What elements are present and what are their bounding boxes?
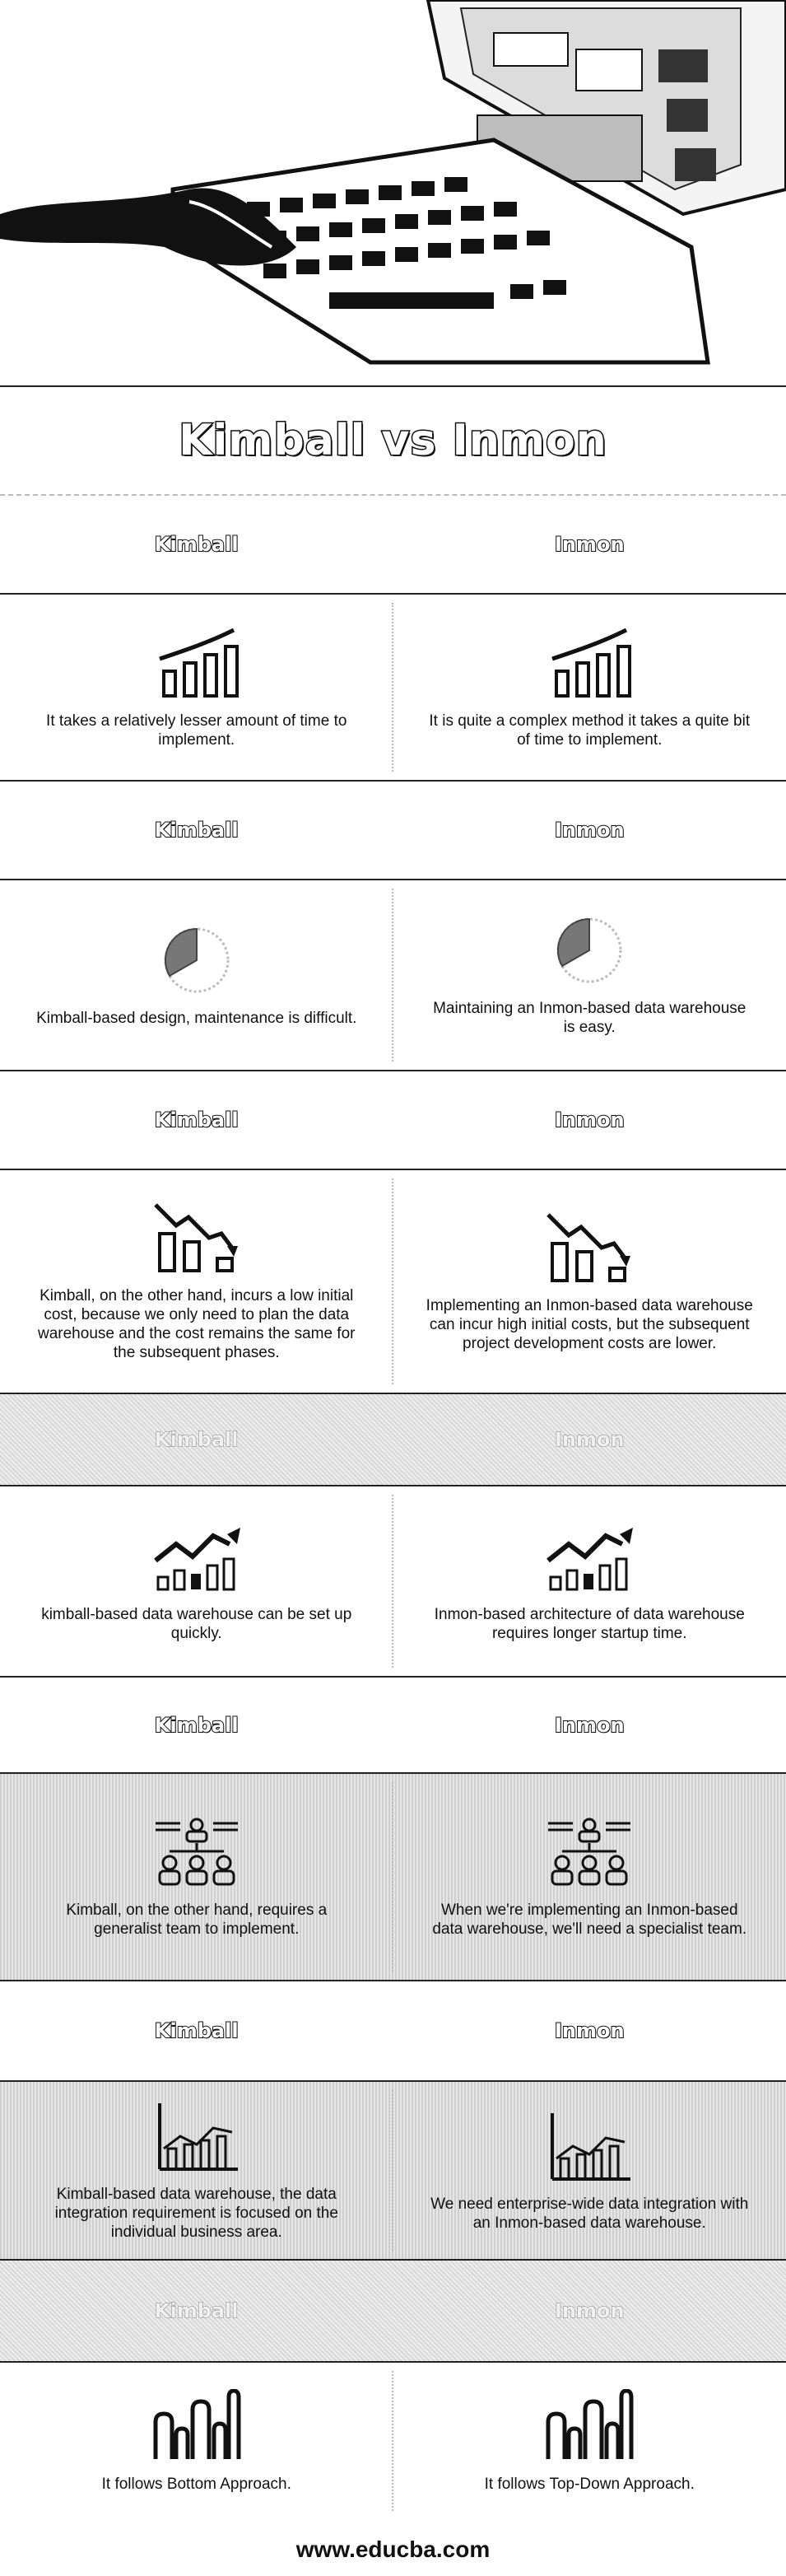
kimball-text: Kimball-based design, maintenance is dif…	[36, 1009, 357, 1027]
bar-chart-trend-icon	[158, 628, 239, 698]
inmon-cell: Maintaining an Inmon-based data warehous…	[393, 880, 786, 1070]
footer: www.educba.com	[0, 2523, 786, 2576]
inmon-cell: We need enterprise-wide data integration…	[393, 2082, 786, 2259]
data-integration-chart-icon	[157, 2103, 238, 2171]
kimball-label: Kimball	[154, 2299, 239, 2323]
right-header-cell: Inmon	[393, 1394, 786, 1485]
kimball-label: Kimball	[154, 818, 240, 842]
section-header: Kimball Inmon	[0, 2261, 786, 2363]
left-header-cell: Kimball	[0, 1071, 393, 1169]
kimball-text: Kimball-based data warehouse, the data i…	[54, 2186, 338, 2241]
kimball-cell: It follows Bottom Approach.	[0, 2363, 393, 2519]
inmon-cell: When we're implementing an Inmon-based d…	[393, 1774, 786, 1980]
kimball-label: Kimball	[154, 1108, 240, 1132]
comparison-row: Kimball, on the other hand, requires a g…	[0, 1774, 786, 1981]
kimball-cell: Kimball, on the other hand, incurs a low…	[0, 1170, 393, 1393]
right-header-cell: Inmon	[393, 2261, 786, 2361]
inmon-cell: Implementing an Inmon-based data warehou…	[393, 1170, 786, 1393]
declining-cost-chart-icon	[546, 1212, 631, 1282]
right-header-cell: Inmon	[393, 1981, 786, 2080]
right-header-cell: Inmon	[393, 782, 786, 879]
page-title: Kimball vs Inmon	[178, 415, 608, 467]
comparison-row: It follows Bottom Approach. It follows T…	[0, 2363, 786, 2519]
right-header-cell: Inmon	[393, 496, 786, 593]
inmon-label: Inmon	[554, 2018, 626, 2043]
inmon-label: Inmon	[554, 818, 626, 842]
kimball-cell: Kimball-based design, maintenance is dif…	[0, 880, 393, 1070]
section-header: Kimball Inmon	[0, 1394, 786, 1486]
inmon-label: Inmon	[554, 1108, 626, 1132]
approach-bars-icon	[153, 2388, 241, 2459]
kimball-label: Kimball	[154, 2018, 240, 2043]
kimball-cell: Kimball-based data warehouse, the data i…	[0, 2082, 393, 2259]
team-hierarchy-icon	[548, 1818, 631, 1886]
section-header: Kimball Inmon	[0, 1071, 786, 1170]
laptop-keyboard-illustration	[0, 0, 786, 365]
kimball-text: Kimball, on the other hand, incurs a low…	[38, 1287, 356, 1361]
comparison-row: kimball-based data warehouse can be set …	[0, 1486, 786, 1678]
approach-bars-icon	[546, 2388, 634, 2459]
footer-url[interactable]: www.educba.com	[295, 2536, 491, 2562]
growth-chart-icon	[546, 1528, 634, 1591]
team-hierarchy-icon	[155, 1818, 238, 1886]
left-header-cell: Kimball	[0, 496, 393, 593]
comparison-row: Kimball-based design, maintenance is dif…	[0, 880, 786, 1071]
inmon-text: We need enterprise-wide data integration…	[430, 2195, 749, 2232]
inmon-text: Inmon-based architecture of data warehou…	[434, 1606, 745, 1642]
left-header-cell: Kimball	[0, 782, 393, 879]
comparison-row: Kimball, on the other hand, incurs a low…	[0, 1170, 786, 1394]
inmon-label: Inmon	[554, 1713, 626, 1738]
section-header: Kimball Inmon	[0, 1678, 786, 1774]
data-integration-chart-icon	[551, 2112, 631, 2181]
comparison-row: Kimball-based data warehouse, the data i…	[0, 2082, 786, 2261]
inmon-text: When we're implementing an Inmon-based d…	[432, 1902, 747, 1938]
bar-chart-trend-icon	[551, 628, 632, 698]
left-header-cell: Kimball	[0, 1394, 393, 1485]
inmon-label: Inmon	[554, 1428, 625, 1452]
inmon-text: Maintaining an Inmon-based data warehous…	[433, 1000, 746, 1036]
inmon-text: Implementing an Inmon-based data warehou…	[426, 1296, 753, 1352]
section-header: Kimball Inmon	[0, 496, 786, 595]
maintenance-gauge-icon	[556, 917, 622, 983]
kimball-label: Kimball	[154, 1713, 240, 1738]
inmon-label: Inmon	[554, 532, 626, 557]
declining-cost-chart-icon	[153, 1203, 238, 1272]
title-band: Kimball vs Inmon	[0, 387, 786, 496]
inmon-text: It is quite a complex method it takes a …	[429, 712, 751, 749]
inmon-cell: Inmon-based architecture of data warehou…	[393, 1486, 786, 1676]
kimball-text: kimball-based data warehouse can be set …	[41, 1606, 352, 1642]
kimball-text: It follows Bottom Approach.	[101, 2475, 291, 2493]
left-header-cell: Kimball	[0, 2261, 393, 2361]
maintenance-gauge-icon	[164, 927, 230, 992]
comparison-row: It takes a relatively lesser amount of t…	[0, 595, 786, 782]
kimball-text: It takes a relatively lesser amount of t…	[46, 712, 347, 749]
kimball-cell: Kimball, on the other hand, requires a g…	[0, 1774, 393, 1980]
hero-illustration	[0, 0, 786, 387]
inmon-label: Inmon	[554, 2299, 625, 2323]
kimball-cell: It takes a relatively lesser amount of t…	[0, 595, 393, 780]
left-header-cell: Kimball	[0, 1981, 393, 2080]
inmon-text: It follows Top-Down Approach.	[484, 2475, 695, 2493]
kimball-label: Kimball	[154, 1428, 239, 1452]
left-header-cell: Kimball	[0, 1678, 393, 1772]
growth-chart-icon	[153, 1528, 240, 1591]
kimball-label: Kimball	[154, 532, 240, 557]
kimball-cell: kimball-based data warehouse can be set …	[0, 1486, 393, 1676]
section-header: Kimball Inmon	[0, 782, 786, 880]
right-header-cell: Inmon	[393, 1678, 786, 1772]
section-header: Kimball Inmon	[0, 1981, 786, 2082]
kimball-text: Kimball, on the other hand, requires a g…	[66, 1902, 328, 1938]
inmon-cell: It is quite a complex method it takes a …	[393, 595, 786, 780]
inmon-cell: It follows Top-Down Approach.	[393, 2363, 786, 2519]
right-header-cell: Inmon	[393, 1071, 786, 1169]
